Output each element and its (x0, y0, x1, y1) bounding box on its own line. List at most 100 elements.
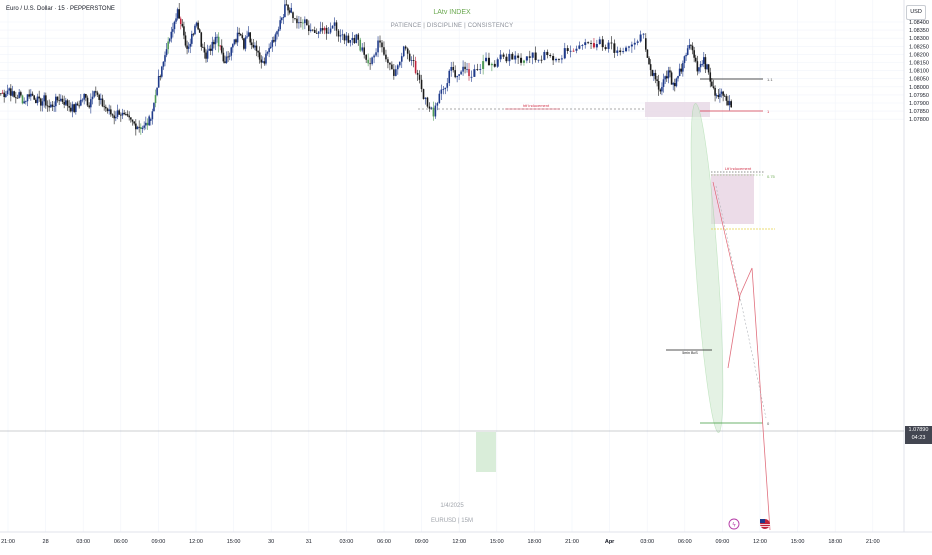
candle-body (88, 105, 90, 108)
candle-body (458, 74, 460, 76)
candle-body (154, 95, 157, 104)
candle-body (225, 56, 228, 63)
candle-body (53, 106, 55, 108)
x-tick-label: 12:00 (189, 539, 203, 545)
candle-body (280, 18, 283, 21)
candle-body (648, 57, 650, 65)
candle-body (306, 19, 308, 26)
candle-body (601, 39, 604, 48)
candle-body (183, 26, 185, 36)
candle-body (325, 27, 328, 34)
candle-body (667, 70, 670, 79)
candle-body (653, 72, 655, 76)
candle-body (254, 45, 256, 48)
candle-body (123, 112, 125, 115)
candle-body (598, 39, 601, 45)
candle-body (669, 70, 671, 73)
candle-body (46, 105, 49, 107)
candle-body (546, 51, 549, 56)
candle-body (80, 99, 82, 106)
candle-body (408, 53, 411, 61)
candle-body (128, 115, 130, 118)
candle-body (205, 52, 207, 59)
candle-body (651, 70, 654, 76)
candle-body (321, 28, 324, 31)
candle-body (699, 64, 702, 68)
candle-body (25, 101, 27, 103)
candle-body (723, 95, 726, 97)
candle-body (85, 94, 87, 98)
candle-body (227, 56, 229, 58)
candle-body (181, 23, 184, 27)
candle-body (566, 48, 569, 51)
candle-body (214, 37, 217, 45)
candle-body (90, 99, 92, 108)
candle-body (704, 57, 707, 70)
candle-body (165, 49, 168, 56)
candle-body (115, 116, 117, 119)
candle-body (277, 29, 280, 32)
candle-body (410, 60, 413, 61)
candle-body (476, 69, 479, 70)
y-tick-label: 1.07900 (909, 101, 929, 107)
y-tick-label: 1.08200 (909, 52, 929, 58)
event-bolt-glyph: ϟ (732, 523, 736, 529)
candle-body (55, 96, 57, 107)
candle-body (141, 127, 144, 129)
candle-body (315, 32, 318, 34)
currency-button[interactable]: USD (906, 5, 926, 20)
candle-body (213, 41, 215, 45)
candle-body (216, 36, 218, 38)
candle-body (13, 91, 15, 98)
candle-body (263, 61, 266, 64)
candle-body (420, 79, 423, 90)
candle-body (709, 72, 712, 82)
candle-body (309, 29, 312, 32)
candle-body (48, 105, 50, 108)
candle-body (266, 52, 269, 54)
candle-body (8, 88, 10, 91)
candle-body (549, 55, 552, 57)
candle-body (192, 33, 195, 35)
candle-body (73, 104, 75, 113)
candle-body (646, 49, 649, 58)
candle-body (143, 125, 145, 128)
candle-body (357, 34, 360, 40)
candle-body (151, 111, 154, 120)
ltf-inducement-zone (711, 174, 754, 224)
candle-body (473, 69, 476, 77)
candle-body (375, 52, 377, 56)
candle-body (232, 44, 234, 48)
candle-body (341, 34, 344, 36)
candle-body (452, 66, 454, 71)
candle-body (719, 93, 721, 98)
x-tick-label: 03:00 (340, 539, 354, 545)
candle-body (575, 48, 578, 51)
x-tick-label: 31 (306, 539, 312, 545)
candle-body (691, 45, 694, 51)
candle-body (722, 91, 724, 96)
candle-body (146, 122, 149, 126)
candle-body (298, 22, 300, 24)
candle-body (656, 79, 658, 81)
candle-body (184, 35, 187, 46)
x-tick-label: 28 (43, 539, 49, 545)
price-axis: 1.08400 1.08350 1.08300 1.08250 1.08200 1.081… (909, 20, 929, 123)
candle-body (323, 27, 326, 31)
candle-body (339, 35, 342, 37)
candle-body (604, 47, 607, 49)
candle-body (285, 4, 288, 6)
candle-body (197, 22, 199, 30)
candle-body (682, 63, 684, 72)
candle-body (36, 96, 39, 104)
candle-body (206, 50, 209, 59)
candle-body (590, 43, 593, 44)
candle-body (373, 55, 375, 58)
candle-body (363, 47, 365, 55)
candle-body (60, 98, 62, 101)
candle-body (149, 119, 152, 121)
candle-body (31, 93, 34, 96)
symbol-label[interactable]: Euro / U.S. Dollar · 15 · PEPPERSTONE (6, 6, 115, 12)
